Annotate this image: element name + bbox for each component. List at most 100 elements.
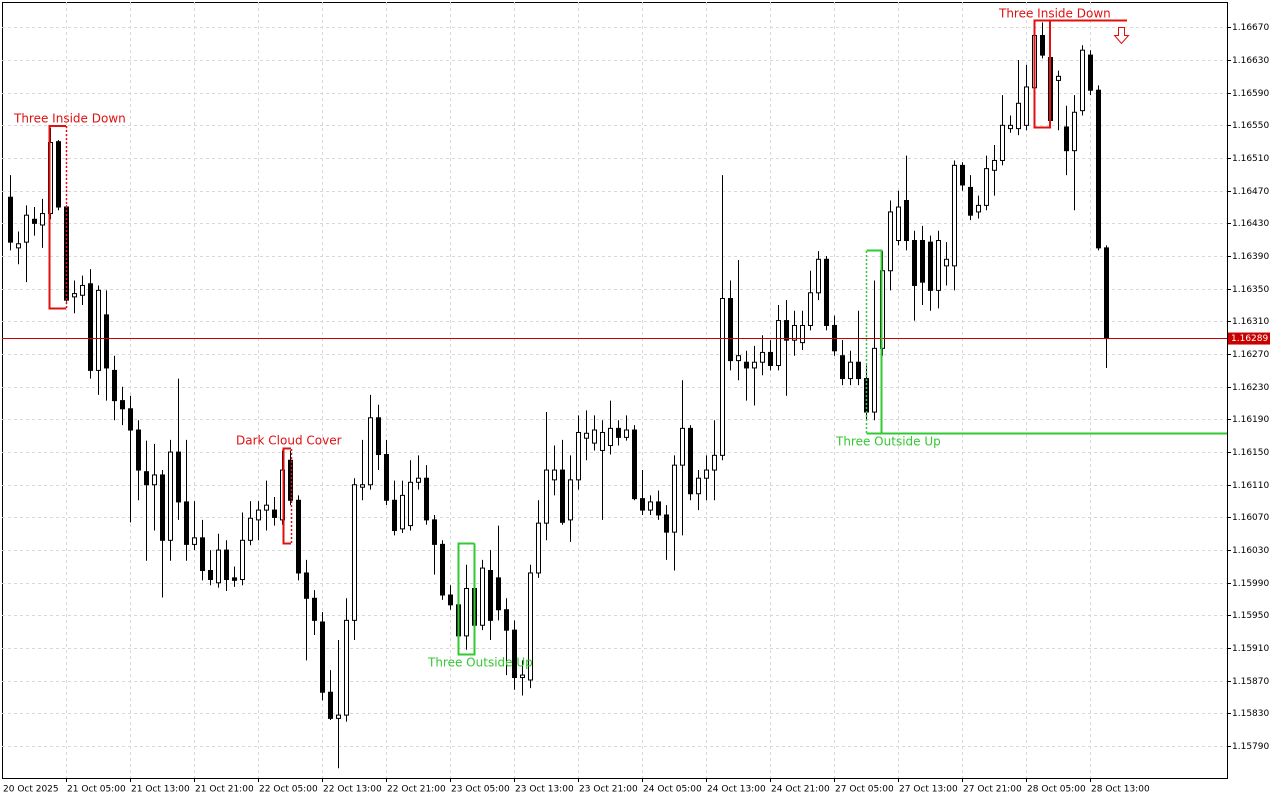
- candle: [712, 420, 717, 501]
- candle-body: [952, 164, 957, 267]
- candle: [432, 514, 437, 575]
- candle-body: [536, 522, 541, 574]
- pattern-annotation: Three Outside Up: [835, 249, 1227, 449]
- y-tick-label: 1.15950: [1232, 611, 1269, 621]
- candle-body: [24, 214, 29, 243]
- pattern-annotation: Three Inside Down: [998, 7, 1130, 129]
- candle-body: [1056, 75, 1061, 81]
- candle-body: [216, 549, 221, 584]
- y-tick-label: 1.15990: [1232, 579, 1269, 589]
- candle-body: [424, 477, 429, 521]
- candle: [488, 550, 493, 640]
- candle: [664, 505, 669, 560]
- candle-body: [960, 164, 965, 186]
- candle-body: [136, 429, 141, 471]
- candle-body: [272, 509, 277, 518]
- candle: [160, 470, 165, 598]
- candle: [344, 598, 349, 722]
- pattern-annotation: Three Inside Down: [13, 112, 126, 310]
- x-tick-label: 21 Oct 21:00: [195, 785, 254, 795]
- candle-body: [1064, 126, 1069, 152]
- candle-body: [912, 240, 917, 286]
- candle-body: [664, 514, 669, 533]
- candle-body: [200, 537, 205, 572]
- candle-body: [848, 361, 853, 380]
- y-tick-label: 1.16310: [1232, 317, 1269, 327]
- candle: [656, 490, 661, 520]
- candle-body: [624, 429, 629, 438]
- candle: [952, 160, 957, 291]
- x-tick-label: 21 Oct 05:00: [67, 785, 126, 795]
- candle-body: [592, 429, 597, 444]
- candle: [824, 256, 829, 331]
- candle: [288, 450, 293, 506]
- plot-frame: [2, 2, 1228, 779]
- candle: [184, 439, 189, 561]
- y-tick-label: 1.16230: [1232, 383, 1269, 393]
- x-tick-label: 24 Oct 13:00: [707, 785, 766, 795]
- candle-body: [488, 570, 493, 621]
- candle: [384, 439, 389, 506]
- candle-body: [768, 351, 773, 366]
- candle: [816, 251, 821, 301]
- candle-body: [264, 504, 269, 511]
- candle-body: [336, 714, 341, 719]
- candle: [520, 660, 525, 696]
- candle: [640, 470, 645, 515]
- candle-body: [328, 691, 333, 719]
- candle-body: [896, 206, 901, 242]
- candle: [1080, 45, 1085, 116]
- candle-body: [1024, 86, 1029, 126]
- y-tick-label: 1.16430: [1232, 219, 1269, 229]
- candle: [888, 200, 893, 291]
- candle-body: [176, 451, 181, 503]
- candle: [904, 155, 909, 251]
- candle-body: [568, 479, 573, 521]
- candle: [592, 415, 597, 451]
- candle: [936, 230, 941, 309]
- candle: [88, 269, 93, 379]
- candle: [1024, 64, 1029, 131]
- candle-body: [32, 218, 37, 224]
- candle-body: [112, 369, 117, 402]
- pattern-annotation: Dark Cloud Cover: [236, 434, 342, 545]
- candle-body: [312, 597, 317, 621]
- candle-body: [344, 619, 349, 716]
- candle-body: [560, 469, 565, 523]
- candle: [680, 380, 685, 536]
- candle: [784, 300, 789, 396]
- candle-body: [408, 481, 413, 527]
- candle-body: [392, 499, 397, 531]
- candle: [792, 310, 797, 356]
- candle-body: [976, 204, 981, 213]
- candle: [312, 590, 317, 636]
- candle: [400, 480, 405, 533]
- candle-body: [432, 519, 437, 545]
- x-tick-label: 28 Oct 05:00: [1027, 785, 1086, 795]
- candle: [256, 501, 261, 541]
- candle-body: [320, 621, 325, 693]
- candle: [24, 205, 29, 283]
- candle-body: [40, 213, 45, 226]
- candle: [112, 355, 117, 421]
- candle: [1040, 22, 1045, 59]
- candle: [1072, 95, 1077, 211]
- candle: [104, 290, 109, 401]
- candle-body: [736, 355, 741, 362]
- candle-body: [1104, 247, 1109, 340]
- candle-body: [80, 284, 85, 296]
- candle-body: [1016, 102, 1021, 130]
- y-tick-label: 1.16510: [1232, 154, 1269, 164]
- candle-body: [512, 629, 517, 679]
- candle-body: [256, 509, 261, 521]
- last-price-box: [1228, 332, 1270, 345]
- pattern-annotation: Three Outside Up: [427, 542, 533, 670]
- candle-body: [184, 501, 189, 545]
- pattern-box: [866, 249, 883, 435]
- y-tick-label: 1.15830: [1232, 709, 1269, 719]
- candle-body: [928, 241, 933, 291]
- candle: [560, 439, 565, 525]
- candle-body: [448, 594, 453, 606]
- x-tick-label: 24 Oct 21:00: [771, 785, 830, 795]
- candle: [568, 455, 573, 542]
